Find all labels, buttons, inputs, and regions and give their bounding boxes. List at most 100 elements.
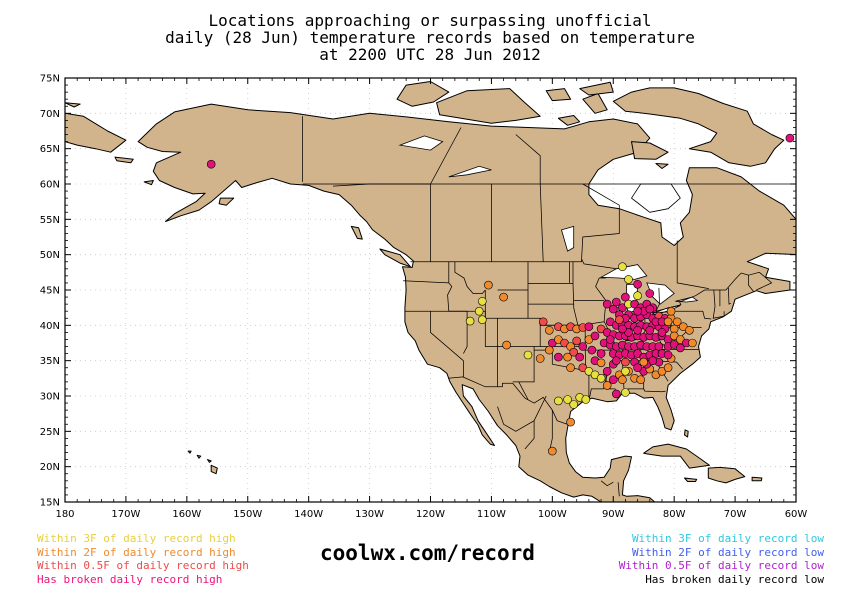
border-line (675, 310, 712, 320)
station-marker (633, 325, 642, 335)
legend-record-high: Within 3F of daily record high Within 2F… (37, 532, 249, 586)
station-marker (563, 395, 572, 404)
lat-tick-label: 15N (40, 498, 60, 509)
station-marker (584, 322, 594, 332)
border-line (518, 381, 529, 400)
land-coats (655, 163, 669, 169)
border-line (595, 277, 607, 301)
lon-tick-label: 160W (172, 509, 201, 520)
border-line (454, 261, 486, 294)
lon-tick-label: 90W (602, 509, 625, 520)
land-hawaii-big (210, 464, 218, 475)
station-marker (685, 325, 694, 335)
lat-tick-label: 50N (40, 250, 60, 261)
station-marker (566, 363, 575, 373)
title-line-3: at 2200 UTC 28 Jun 2012 (319, 45, 541, 64)
station-marker (611, 389, 621, 399)
station-marker (544, 345, 554, 355)
station-marker (477, 315, 487, 325)
lon-tick-label: 180 (55, 509, 74, 520)
legend-low-3f: Within 3F of daily record low (631, 532, 824, 545)
station-marker (618, 324, 627, 334)
station-marker (688, 338, 697, 348)
station-marker (608, 304, 618, 314)
border-line (643, 388, 666, 393)
station-marker (535, 354, 545, 363)
land-haida-gwaii (350, 225, 363, 240)
station-marker (663, 350, 673, 360)
border-line (448, 376, 570, 426)
land-cuba (643, 443, 710, 469)
land-banks-island (396, 81, 450, 107)
chart-title: Locations approaching or surpassing unof… (0, 12, 854, 63)
land-st-lawrence-island (114, 156, 134, 164)
land-victoria-island (436, 88, 541, 124)
land-hispaniola (707, 466, 746, 484)
lon-tick-label: 80W (663, 509, 686, 520)
lon-tick-label: 150W (233, 509, 262, 520)
station-marker (672, 317, 682, 327)
lat-tick-label: 65N (40, 144, 60, 155)
station-marker (645, 289, 655, 298)
station-marker (602, 366, 612, 376)
station-marker (621, 292, 630, 302)
legend-low-broken: Has broken daily record low (645, 572, 824, 586)
station-marker (554, 396, 563, 406)
land-kodiak (218, 197, 235, 206)
land-king-william (557, 115, 581, 126)
border-line (676, 240, 709, 289)
border-line (515, 134, 541, 184)
legend-record-low: Within 3F of daily record low Within 2F … (619, 532, 824, 586)
land-newfoundland (802, 244, 839, 276)
station-marker (484, 280, 493, 290)
station-marker (618, 262, 627, 272)
station-marker (578, 342, 588, 351)
land-masses (65, 81, 839, 502)
legend-high-3f: Within 3F of daily record high (37, 532, 236, 545)
station-marker (587, 345, 597, 355)
station-marker (474, 306, 484, 316)
border-line (748, 271, 773, 291)
station-marker (602, 381, 612, 390)
lon-tick-label: 120W (416, 509, 445, 520)
station-marker (477, 296, 487, 306)
legend-high-2f: Within 2F of daily record high (37, 545, 236, 559)
lat-tick-label: 30N (40, 392, 60, 403)
lake-great-slave (448, 165, 492, 178)
land-andros (684, 429, 689, 438)
station-marker (611, 356, 621, 366)
lon-tick-label: 170W (111, 509, 140, 520)
station-marker (538, 317, 548, 327)
border-line (430, 127, 462, 185)
station-marker (636, 375, 646, 385)
border-line (617, 482, 620, 497)
station-marker (645, 325, 655, 335)
lon-tick-label: 60W (785, 509, 808, 520)
border-line (524, 420, 535, 450)
station-marker (563, 352, 572, 362)
lat-tick-label: 45N (40, 286, 60, 297)
lat-tick-label: 20N (40, 462, 60, 473)
border-line (572, 261, 579, 326)
station-marker (590, 331, 600, 341)
station-marker (575, 352, 585, 362)
lat-tick-label: 75N (40, 74, 60, 85)
station-marker (657, 328, 667, 337)
station-marker (785, 133, 795, 143)
station-marker (624, 275, 633, 284)
border-line (497, 395, 547, 432)
station-marker (654, 342, 664, 351)
station-marker (554, 352, 563, 362)
station-marker (596, 373, 606, 383)
lat-tick-label: 55N (40, 215, 60, 226)
lat-tick-label: 70N (40, 109, 60, 120)
land-wrangel (65, 102, 81, 108)
land-boothia (582, 93, 608, 114)
axis-ticks (64, 77, 797, 503)
legend-high-broken: Has broken daily record high (37, 572, 223, 586)
lon-tick-label: 130W (355, 509, 384, 520)
station-marker (614, 315, 624, 325)
title-line-2: daily (28 Jun) temperature records based… (165, 28, 695, 47)
lat-tick-label: 25N (40, 427, 60, 438)
